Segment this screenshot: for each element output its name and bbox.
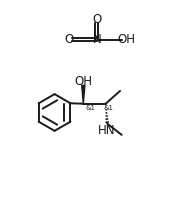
Text: OH: OH — [74, 75, 92, 88]
Text: O: O — [64, 33, 73, 46]
Text: N: N — [92, 33, 101, 46]
Text: &1: &1 — [104, 105, 114, 111]
Polygon shape — [82, 85, 85, 104]
Text: HN: HN — [98, 124, 115, 136]
Text: &1: &1 — [86, 105, 96, 111]
Text: O: O — [92, 13, 102, 26]
Text: OH: OH — [118, 33, 136, 46]
